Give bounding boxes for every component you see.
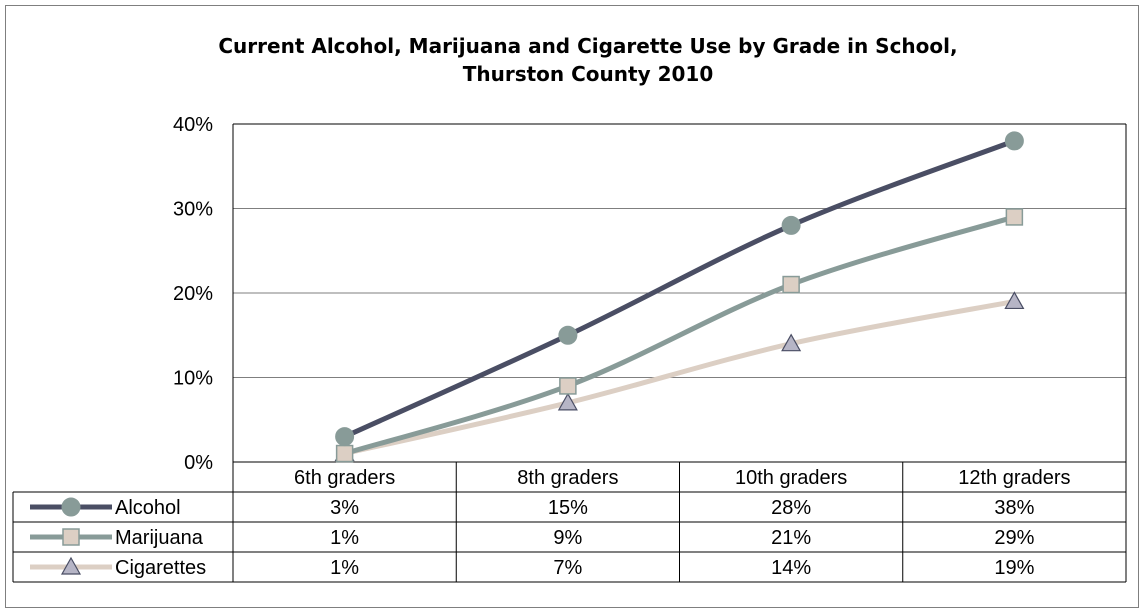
data-table: 6th graders 8th graders 10th graders 12th g… <box>12 461 1127 583</box>
data-cell: 38% <box>994 497 1034 519</box>
data-cell: 3% <box>330 497 359 519</box>
legend-label: Marijuana <box>115 527 204 549</box>
y-tick-label: 30% <box>173 199 213 221</box>
data-cell: 21% <box>771 527 811 549</box>
legend-swatch-marker <box>60 556 82 575</box>
category-label: 10th graders <box>735 467 847 489</box>
y-axis-ticks: 0% 10% 20% 30% 40% <box>173 114 213 474</box>
data-point-cigarettes <box>1004 291 1025 310</box>
data-cell: 9% <box>553 527 582 549</box>
data-point-alcohol <box>1004 131 1024 151</box>
data-point-marijuana <box>1005 208 1024 226</box>
series-lines <box>343 138 1016 456</box>
series-line-cigarettes <box>344 298 1015 456</box>
data-point-alcohol <box>335 427 355 447</box>
legend-swatch-marker <box>62 528 80 546</box>
data-cell: 28% <box>771 497 811 519</box>
legend-label: Alcohol <box>115 497 181 519</box>
data-point-marijuana <box>782 275 800 294</box>
series-markers <box>334 131 1025 463</box>
y-tick-label: 40% <box>173 114 213 136</box>
series-line-marijuana <box>343 214 1016 456</box>
series-line-alcohol <box>343 138 1016 439</box>
data-point-marijuana <box>335 444 354 463</box>
legend-label: Cigarettes <box>115 557 206 579</box>
category-label: 8th graders <box>517 467 618 489</box>
gridlines <box>232 123 1127 463</box>
data-point-cigarettes <box>557 392 578 411</box>
category-label: 6th graders <box>294 467 395 489</box>
data-cell: 14% <box>771 557 811 579</box>
data-point-marijuana <box>559 377 577 395</box>
data-cell: 19% <box>994 557 1034 579</box>
data-cell: 1% <box>330 527 359 549</box>
chart-title: Current Alcohol, Marijuana and Cigarette… <box>218 34 957 58</box>
data-cell: 1% <box>330 557 359 579</box>
data-point-alcohol <box>781 215 801 235</box>
y-tick-label: 20% <box>173 283 213 305</box>
category-label: 12th graders <box>958 467 1070 489</box>
data-point-cigarettes <box>781 333 802 352</box>
chart-subtitle: Thurston County 2010 <box>463 62 714 86</box>
data-cell: 7% <box>553 557 582 579</box>
y-tick-label: 0% <box>184 452 213 474</box>
chart-frame <box>5 5 1139 608</box>
legend-swatch-marker <box>61 497 81 517</box>
data-cell: 15% <box>548 497 588 519</box>
data-cell: 29% <box>994 527 1034 549</box>
data-point-alcohol <box>558 325 578 345</box>
y-tick-label: 10% <box>173 368 213 390</box>
